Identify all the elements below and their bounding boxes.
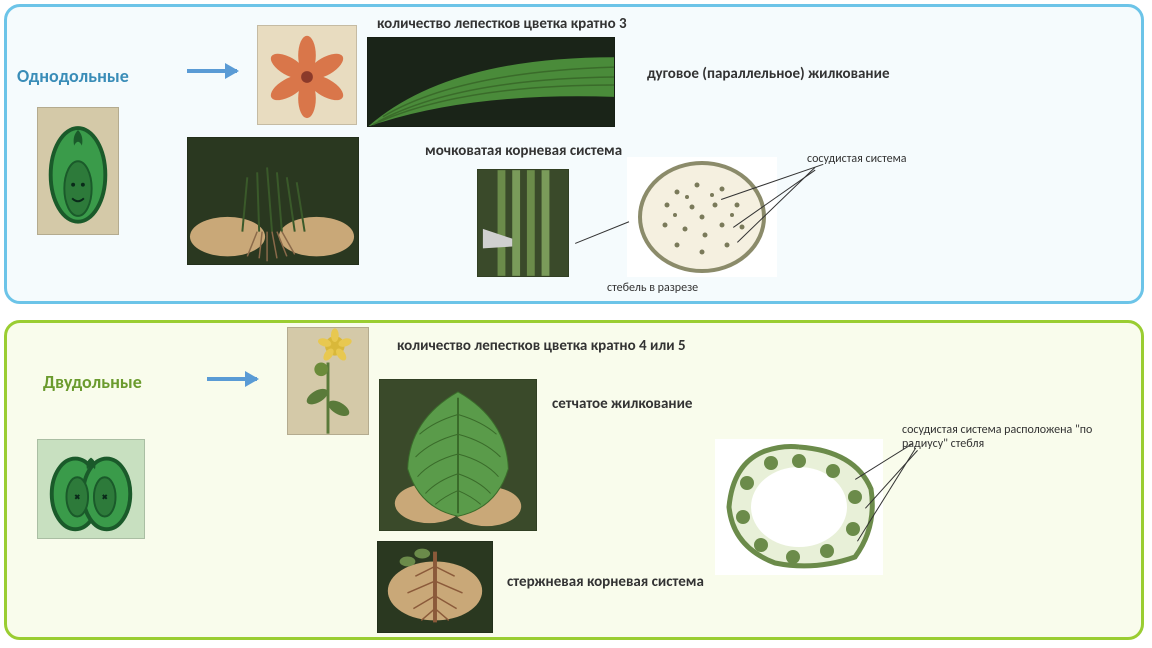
monocot-seed-image — [37, 107, 119, 235]
dicot-seed-image — [37, 439, 145, 539]
petals-label-mono: количество лепестков цветка кратно 3 — [377, 15, 627, 33]
monocot-stem-cross-image — [627, 157, 777, 277]
stem-label-mono: стебель в разрезе — [607, 281, 698, 295]
vascular-label-mono: сосудистая система — [807, 152, 906, 166]
monocot-stems-image — [477, 169, 569, 277]
dicot-root-image — [377, 541, 493, 633]
monocot-panel: Однодольные .panel-top .arrow::after{bor… — [4, 4, 1144, 304]
monocot-arrow — [187, 69, 237, 73]
monocot-title: Однодольные — [17, 65, 129, 87]
dicot-arrow — [207, 377, 257, 381]
root-label-mono: мочковатая корневая система — [425, 142, 622, 160]
dicot-flower-image — [287, 327, 369, 435]
dicot-title: Двудольные — [43, 371, 142, 393]
dicot-stem-cross-image — [715, 439, 883, 575]
stem-leader — [575, 221, 629, 244]
venation-label-di: сетчатое жилкование — [552, 395, 692, 413]
vascular-label-di: сосудистая система расположена "по радиу… — [902, 423, 1132, 452]
monocot-root-image — [187, 137, 359, 265]
monocot-leaf-image — [367, 37, 615, 127]
dicot-leaf-image — [379, 379, 537, 531]
dicot-panel: Двудольные .panel-bottom .arrow::after{b… — [4, 320, 1144, 640]
petals-label-di: количество лепестков цветка кратно 4 или… — [397, 337, 686, 355]
root-label-di: стержневая корневая система — [507, 573, 704, 591]
monocot-flower-image — [257, 25, 357, 125]
venation-label-mono: дуговое (параллельное) жилкование — [647, 65, 890, 83]
